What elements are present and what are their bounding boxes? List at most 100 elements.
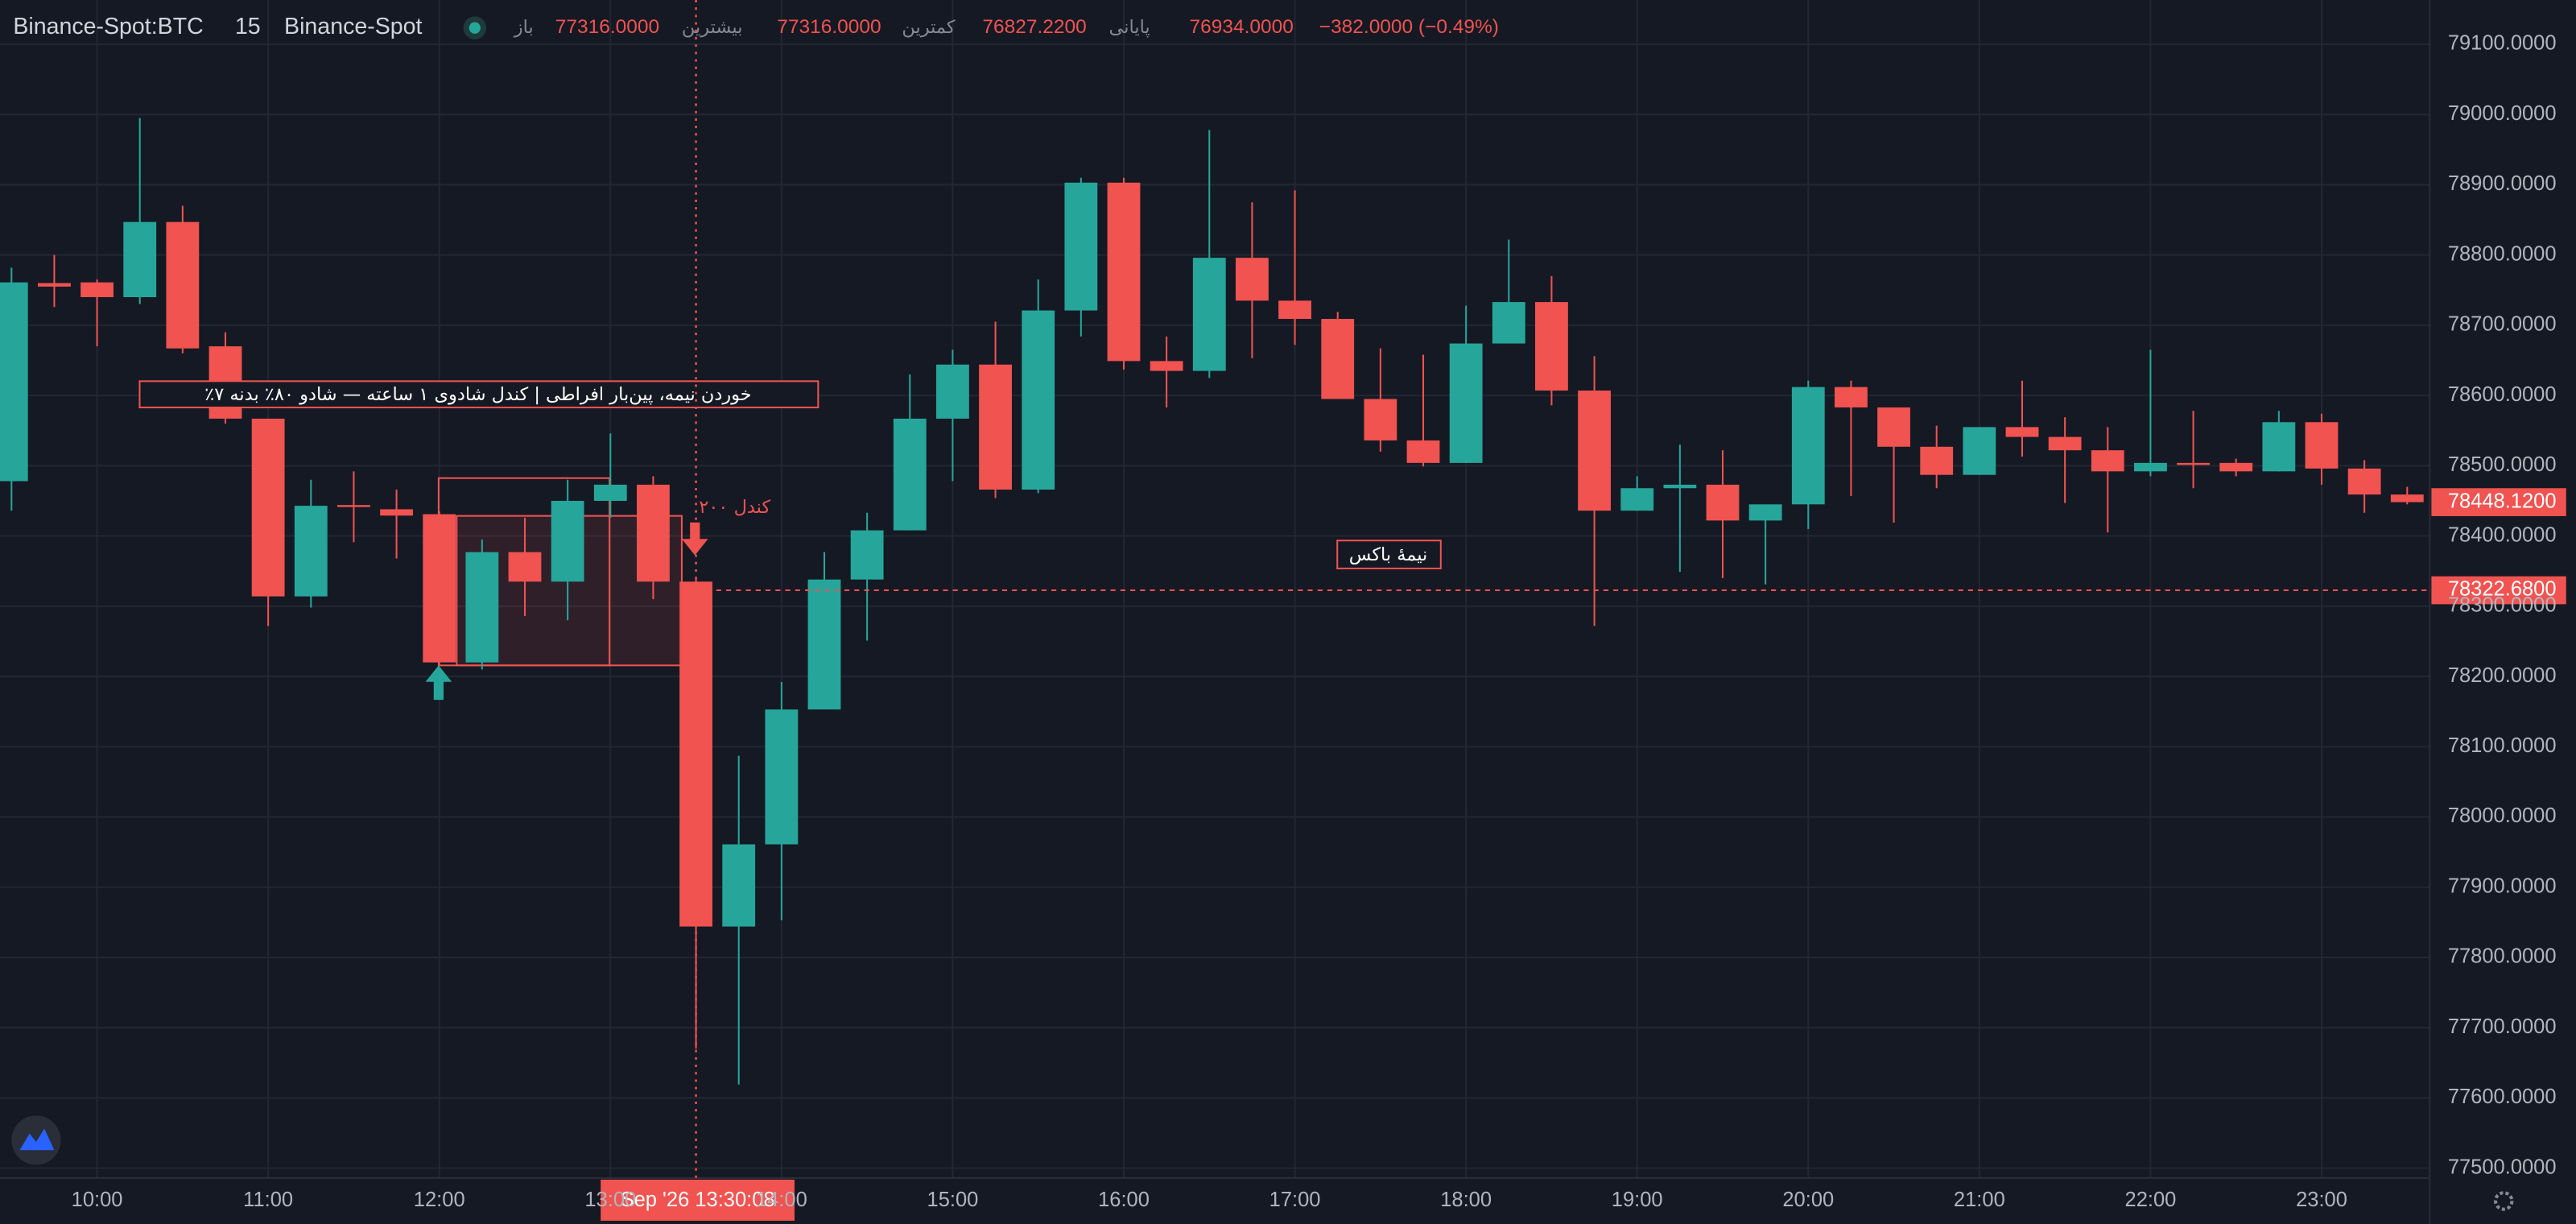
annotation-text: کندل ۲۰۰: [699, 497, 770, 518]
y-tick-label: 78200.0000: [2448, 664, 2557, 687]
y-tick-label: 77800.0000: [2448, 945, 2557, 968]
candle-body: [1492, 302, 1525, 344]
candle-body: [807, 579, 841, 710]
candle-body: [765, 709, 799, 845]
candle-body: [1663, 484, 1697, 489]
annotation-text: ٪خوردن نیمه، پین‌بار افراطی | کندل شادوی…: [204, 384, 751, 405]
candle-body: [1706, 484, 1740, 521]
x-tick-label: 14:00: [756, 1189, 807, 1211]
candle-body: [1877, 407, 1910, 447]
candle-body: [1321, 319, 1355, 399]
x-tick-label: 19:00: [1612, 1189, 1663, 1211]
candle-body: [80, 282, 114, 297]
candle-body: [2347, 468, 2381, 495]
candle-body: [1406, 440, 1440, 463]
logo[interactable]: [11, 1115, 61, 1165]
x-tick-label: 12:00: [414, 1189, 465, 1211]
interval: 15: [235, 14, 261, 39]
candle-body: [850, 530, 884, 580]
candle-body: [508, 552, 542, 582]
x-tick-label: 15:00: [927, 1189, 979, 1211]
candle-body: [1192, 258, 1226, 371]
candle-body: [1920, 446, 1954, 475]
y-tick-label: 79000.0000: [2448, 102, 2557, 125]
y-tick-label: 78700.0000: [2448, 313, 2557, 336]
candle-body: [679, 581, 712, 927]
candle-body: [551, 500, 584, 582]
annotation-box: [138, 380, 819, 409]
candle-body: [1236, 258, 1269, 301]
y-tick-label: 77900.0000: [2448, 875, 2557, 897]
candle-body: [0, 282, 28, 482]
candle-body: [1535, 302, 1568, 391]
high-value: 77316.0000: [777, 16, 881, 38]
symbol: Binance-Spot:BTC: [13, 14, 203, 39]
candle-body: [2091, 450, 2124, 472]
crosshair-time: Sep '26 13:30:08: [621, 1189, 775, 1211]
y-tick-label: 78500.0000: [2448, 453, 2557, 476]
x-tick-label: 16:00: [1098, 1189, 1150, 1211]
time-tag-bg: [601, 1179, 795, 1221]
candle-body: [1150, 361, 1183, 371]
candle-body: [294, 506, 328, 597]
crosshair-price-tag-bg: [2431, 576, 2566, 605]
candle-body: [1620, 488, 1654, 511]
status-dot: [469, 22, 481, 34]
close-label: پایانی: [1109, 17, 1150, 38]
candle-body: [893, 418, 927, 531]
candle-body: [2177, 462, 2210, 465]
candle-body: [251, 418, 285, 597]
y-tick-label: 78800.0000: [2448, 242, 2557, 265]
x-tick-label: 23:00: [2296, 1189, 2347, 1211]
y-tick-label: 77600.0000: [2448, 1085, 2557, 1108]
annotation-text: نیمهٔ باکس: [1349, 544, 1428, 565]
y-tick-label: 78100.0000: [2448, 734, 2557, 757]
candle-body: [1835, 387, 1868, 407]
y-tick-label: 77500.0000: [2448, 1156, 2557, 1178]
candle-body: [979, 364, 1012, 490]
last-price-tag: 78448.1200: [2448, 490, 2557, 512]
exchange: Binance-Spot: [284, 14, 422, 39]
close-value: 76934.0000: [1190, 16, 1294, 38]
x-tick-label: 11:00: [243, 1189, 293, 1211]
y-tick-label: 79100.0000: [2448, 32, 2557, 55]
candle-body: [1748, 504, 1782, 521]
settings-button[interactable]: [2493, 1191, 2514, 1211]
candle-body: [2048, 436, 2082, 451]
candle-body: [1364, 399, 1397, 440]
y-tick-label: 78300.0000: [2448, 594, 2557, 617]
y-tick-label: 78400.0000: [2448, 523, 2557, 546]
candle-body: [593, 484, 627, 501]
sell-arrow: [681, 522, 708, 556]
open-value: 77316.0000: [555, 16, 659, 38]
x-tick-label: 13:00: [584, 1189, 636, 1211]
candle-body: [1064, 182, 1098, 311]
x-tick-label: 17:00: [1269, 1189, 1321, 1211]
high-label: بیشترین: [682, 17, 743, 38]
change-value: −382.0000 (−0.49%): [1319, 16, 1499, 38]
candle-body: [2390, 494, 2424, 502]
candle-body: [1107, 182, 1141, 362]
candle-body: [2305, 422, 2339, 469]
candle-body: [166, 221, 200, 349]
x-tick-label: 10:00: [72, 1189, 123, 1211]
candle-body: [1963, 427, 1996, 475]
open-label: باز: [514, 17, 534, 38]
candle-body: [936, 364, 969, 419]
candle-body: [465, 552, 499, 663]
x-tick-label: 22:00: [2125, 1189, 2177, 1211]
overlay: Sep '26 13:30:08 78448.1200 78322.6800: [601, 0, 2566, 1221]
crosshair-price-tag: 78322.6800: [2448, 578, 2557, 601]
y-tick-label: 78900.0000: [2448, 172, 2557, 195]
candle-body: [1278, 300, 1311, 320]
candle-body: [1022, 310, 1055, 490]
candle-body: [637, 484, 670, 582]
candle-body: [337, 505, 370, 507]
logo-mark: [19, 1128, 55, 1151]
candles: [0, 118, 2424, 1085]
x-tick-label: 18:00: [1440, 1189, 1492, 1211]
candle-body: [2005, 427, 2039, 437]
y-tick-label: 78000.0000: [2448, 804, 2557, 827]
